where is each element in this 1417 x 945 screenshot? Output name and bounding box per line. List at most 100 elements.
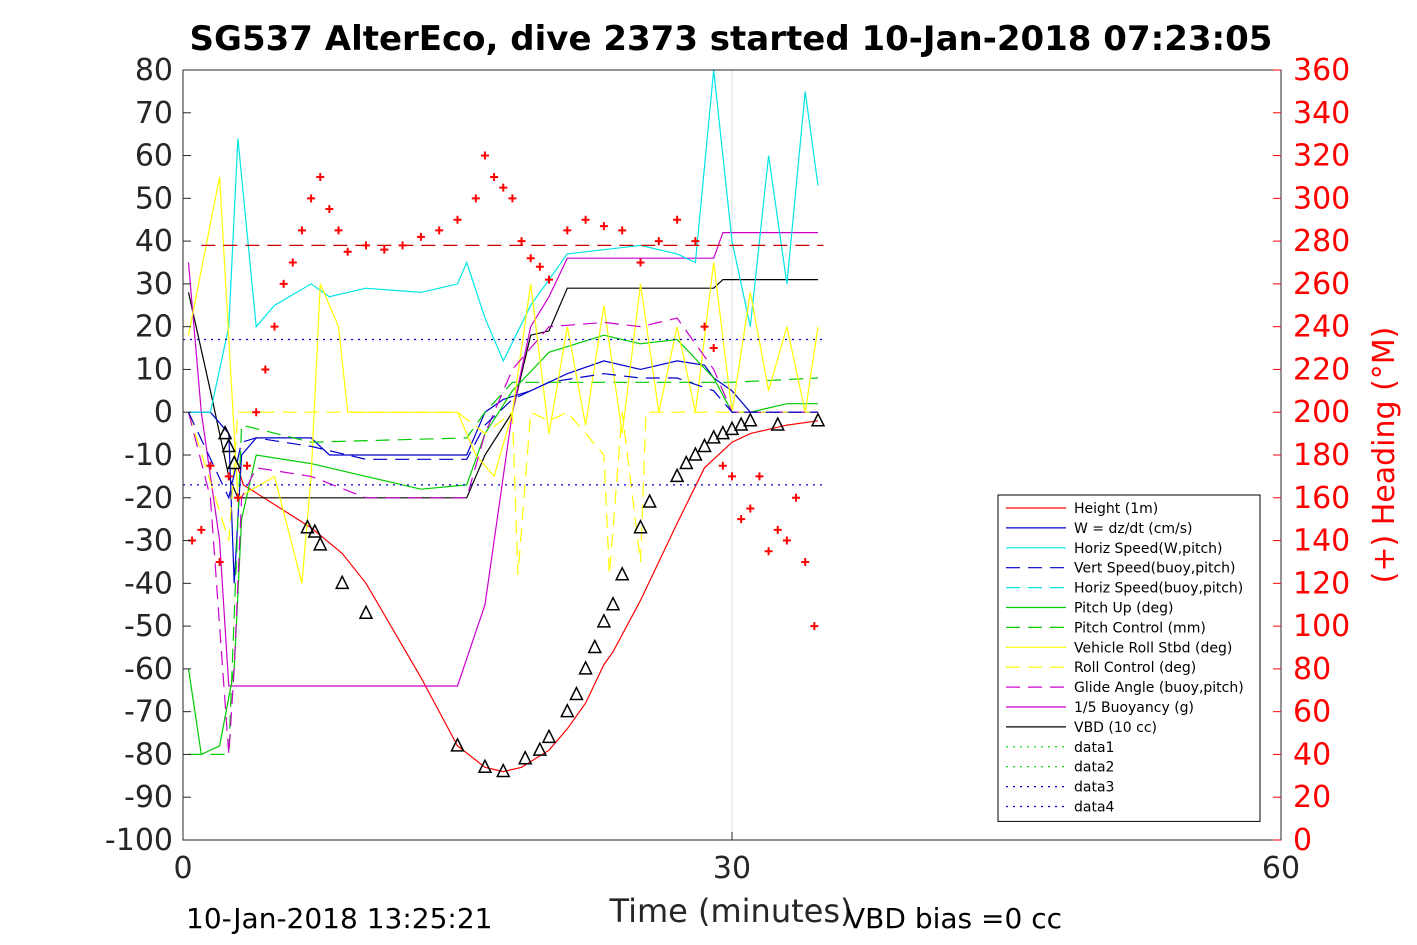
series-w_buoy: [187, 373, 818, 500]
heading-point: [691, 237, 700, 246]
series-glide: [187, 317, 818, 755]
y-right-tick-label: 0: [1293, 823, 1312, 858]
triangle-marker: [217, 424, 233, 440]
legend-entry: Pitch Up (deg): [1074, 601, 1173, 617]
series-height: [237, 420, 819, 773]
heading-point: [563, 226, 572, 235]
y-left-tick-label: -10: [124, 438, 173, 473]
heading-point: [307, 194, 316, 203]
heading-point: [398, 241, 407, 250]
triangle-marker: [596, 613, 612, 628]
heading-point: [224, 472, 233, 481]
heading-point: [746, 504, 755, 513]
heading-point: [316, 172, 325, 181]
legend-entry: 1/5 Buoyancy (g): [1074, 700, 1194, 716]
triangle-marker: [688, 446, 703, 461]
triangle-marker: [227, 454, 242, 470]
y-right-tick-label: 100: [1293, 609, 1350, 644]
triangle-marker: [605, 596, 621, 611]
triangle-marker: [221, 437, 236, 453]
triangle-marker: [633, 519, 648, 534]
triangle-marker: [770, 416, 785, 431]
y-right-tick-label: 120: [1293, 566, 1350, 601]
legend-entry: Horiz Speed(W,pitch): [1074, 541, 1222, 557]
y-left-tick-label: -80: [124, 737, 173, 772]
timestamp-footer: 10-Jan-2018 13:25:21: [186, 902, 492, 935]
x-axis-label: Time (minutes): [609, 892, 853, 930]
triangle-marker: [532, 741, 548, 756]
legend-entry: Vehicle Roll Stbd (deg): [1074, 640, 1232, 656]
heading-point: [261, 365, 270, 374]
legend-entry: data2: [1074, 760, 1114, 776]
heading-point: [453, 215, 462, 224]
triangle-marker: [560, 702, 575, 718]
triangle-marker: [313, 536, 328, 551]
heading-point: [654, 237, 663, 246]
heading-point: [773, 525, 782, 534]
y-right-tick-label: 320: [1293, 139, 1350, 174]
triangle-marker: [358, 604, 374, 620]
position-markers: [217, 412, 826, 778]
y-left-tick-label: 60: [135, 139, 173, 174]
legend-entry: data3: [1074, 780, 1114, 796]
heading-point: [718, 461, 727, 470]
heading-point: [782, 536, 791, 545]
series-pitch_control: [188, 377, 819, 756]
legend-entry: Horiz Speed(buoy,pitch): [1074, 581, 1243, 597]
y-right-tick-label: 20: [1293, 780, 1331, 815]
y-left-tick-label: -40: [124, 566, 173, 601]
triangle-marker: [706, 429, 721, 444]
heading-point: [728, 472, 736, 481]
y-right-tick-label: 200: [1293, 395, 1350, 430]
y-left-tick-label: -60: [124, 652, 173, 687]
series-roll_control: [187, 411, 818, 575]
heading-point: [206, 461, 215, 470]
y-left-tick-label: -20: [124, 481, 173, 516]
heading-point: [490, 172, 499, 181]
y-left-tick-label: 20: [135, 310, 173, 345]
heading-point: [810, 622, 819, 631]
series-vbd: [187, 279, 818, 499]
triangle-marker: [669, 467, 685, 483]
y-right-tick-label: 40: [1293, 737, 1331, 772]
series-horiz_w: [188, 69, 819, 413]
y-right-tick-label: 280: [1293, 224, 1350, 259]
y-left-tick-label: 0: [154, 395, 173, 430]
y-right-axis-label: (+) Heading (°M): [1367, 327, 1402, 584]
y-left-tick-label: -100: [105, 823, 173, 858]
heading-point: [618, 226, 627, 235]
y-left-tick-label: -30: [124, 524, 173, 559]
legend: Height (1m) W = dz/dt (cm/s) Horiz Speed(W…: [997, 494, 1261, 822]
y-right-tick-label: 80: [1293, 652, 1331, 687]
triangle-marker: [614, 566, 630, 581]
x-tick-label: 30: [713, 851, 751, 886]
triangle-marker: [697, 437, 712, 453]
y-right-tick-label: 140: [1293, 524, 1350, 559]
heading-point: [416, 232, 425, 241]
triangle-marker: [715, 424, 731, 440]
triangle-marker: [300, 519, 315, 534]
heading-point: [325, 205, 334, 214]
triangle-marker: [477, 758, 493, 774]
series-layer: [183, 69, 824, 773]
y-right-tick-label: 180: [1293, 438, 1350, 473]
triangle-marker: [450, 737, 465, 752]
legend-entry: Roll Control (deg): [1074, 660, 1196, 676]
heading-point: [764, 547, 773, 556]
heading-point: [471, 194, 480, 203]
heading-point: [243, 461, 252, 470]
heading-point: [480, 151, 489, 160]
y-right-tick-label: 160: [1293, 481, 1350, 516]
y-left-tick-label: -90: [124, 780, 173, 815]
heading-point: [581, 215, 590, 224]
triangle-marker: [541, 728, 557, 744]
heading-point: [252, 408, 261, 417]
heading-point: [792, 493, 801, 502]
triangle-marker: [733, 416, 749, 431]
triangle-marker: [307, 523, 322, 538]
heading-point: [508, 194, 517, 203]
heading-point: [362, 241, 370, 250]
triangle-marker: [334, 574, 350, 590]
heading-point: [288, 258, 297, 267]
y-left-tick-label: -50: [124, 609, 173, 644]
